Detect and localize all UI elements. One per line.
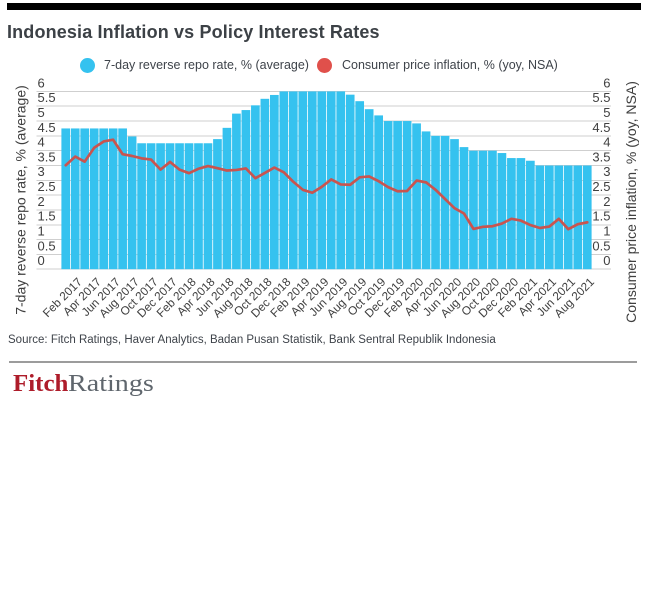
svg-text:2.5: 2.5 bbox=[38, 179, 56, 194]
svg-text:Consumer price inflation, % (y: Consumer price inflation, % (yoy, NSA) bbox=[623, 81, 639, 323]
svg-text:2.5: 2.5 bbox=[592, 179, 610, 194]
svg-text:0.5: 0.5 bbox=[38, 238, 56, 253]
svg-text:3.5: 3.5 bbox=[38, 149, 56, 164]
svg-text:3.5: 3.5 bbox=[592, 149, 610, 164]
svg-text:1: 1 bbox=[603, 223, 610, 238]
svg-text:4.5: 4.5 bbox=[38, 120, 56, 135]
svg-text:2: 2 bbox=[38, 194, 45, 209]
svg-text:0: 0 bbox=[603, 253, 610, 268]
svg-text:4: 4 bbox=[603, 135, 610, 150]
svg-text:0.5: 0.5 bbox=[592, 238, 610, 253]
svg-text:0: 0 bbox=[38, 253, 45, 268]
svg-text:3: 3 bbox=[38, 164, 45, 179]
svg-text:4.5: 4.5 bbox=[592, 120, 610, 135]
svg-text:1.5: 1.5 bbox=[592, 209, 610, 224]
svg-text:5.5: 5.5 bbox=[592, 90, 610, 105]
svg-text:4: 4 bbox=[38, 135, 45, 150]
svg-text:3: 3 bbox=[603, 164, 610, 179]
svg-text:5.5: 5.5 bbox=[38, 90, 56, 105]
svg-text:2: 2 bbox=[603, 194, 610, 209]
svg-text:1: 1 bbox=[38, 223, 45, 238]
svg-text:5: 5 bbox=[38, 105, 45, 120]
svg-text:1.5: 1.5 bbox=[38, 209, 56, 224]
svg-text:6: 6 bbox=[603, 75, 610, 90]
svg-text:7-day reverse repo rate, % (av: 7-day reverse repo rate, % (average) bbox=[13, 85, 29, 315]
svg-text:5: 5 bbox=[603, 105, 610, 120]
svg-text:6: 6 bbox=[38, 75, 45, 90]
